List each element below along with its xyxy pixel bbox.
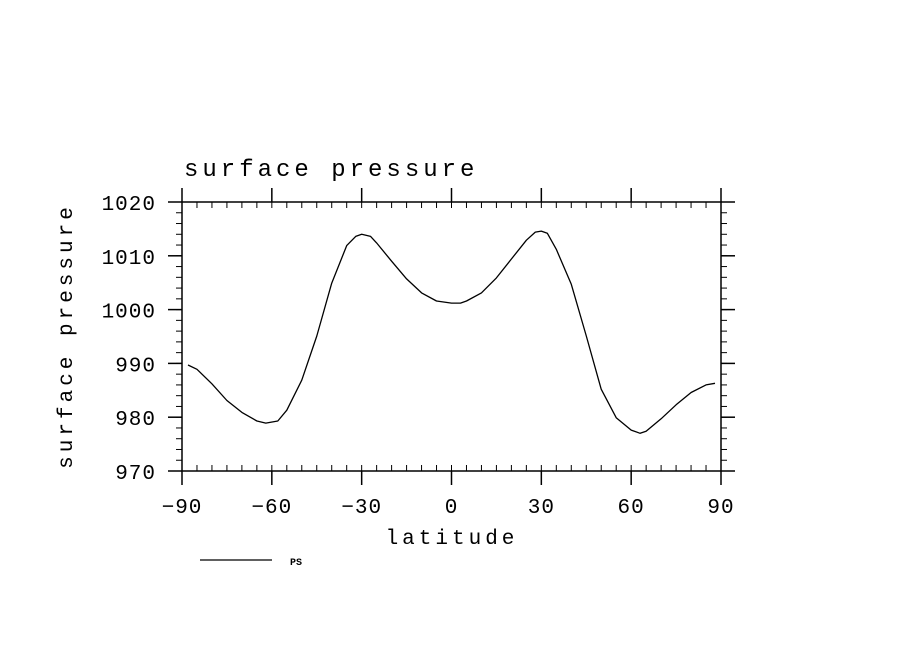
y-tick-labels: 970 980 990 1000 1010 1020 xyxy=(102,194,156,486)
y-tick-label: 980 xyxy=(115,409,156,432)
y-tick-label: 1020 xyxy=(102,194,156,217)
y-axis-label: surface pressure xyxy=(56,203,79,469)
axis-ticks xyxy=(168,188,735,485)
x-tick-label: −90 xyxy=(162,497,203,520)
series-line-ps xyxy=(187,230,716,434)
plot-frame xyxy=(181,201,722,472)
x-tick-label: −30 xyxy=(341,497,382,520)
x-tick-label: −60 xyxy=(251,497,292,520)
y-tick-label: 970 xyxy=(115,463,156,486)
legend-label: PS xyxy=(290,558,302,569)
x-tick-label: 90 xyxy=(707,497,734,520)
y-tick-label: 990 xyxy=(115,355,156,378)
y-tick-label: 1010 xyxy=(102,248,156,271)
x-tick-labels: −90 −60 −30 0 30 60 90 xyxy=(162,497,734,520)
chart-title: surface pressure xyxy=(184,157,478,184)
x-tick-label: 30 xyxy=(528,497,555,520)
y-tick-label: 1000 xyxy=(102,302,156,325)
x-axis-label: latitude xyxy=(386,528,519,551)
x-tick-label: 0 xyxy=(445,497,459,520)
x-tick-label: 60 xyxy=(618,497,645,520)
